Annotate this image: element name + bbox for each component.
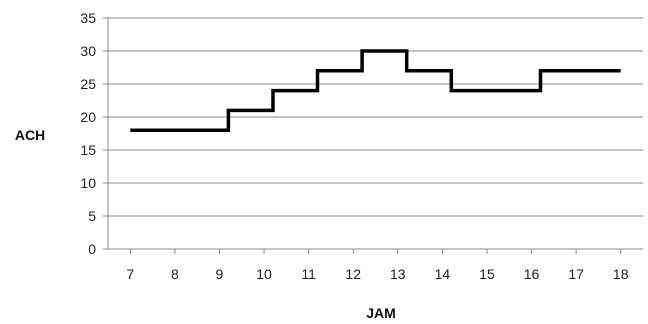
x-axis-title: JAM bbox=[366, 305, 396, 321]
x-tick-label: 16 bbox=[524, 266, 540, 282]
y-tick-label: 20 bbox=[80, 109, 96, 125]
x-tick-label: 14 bbox=[435, 266, 451, 282]
x-tick-label: 15 bbox=[479, 266, 495, 282]
axes bbox=[103, 17, 643, 254]
y-tick-label: 35 bbox=[80, 10, 96, 26]
x-tick-label: 12 bbox=[345, 266, 361, 282]
y-tick-label: 5 bbox=[88, 208, 96, 224]
x-tick-label: 11 bbox=[301, 266, 316, 282]
gridlines bbox=[108, 17, 643, 217]
x-tick-label: 9 bbox=[216, 266, 224, 282]
y-tick-label: 0 bbox=[88, 241, 96, 257]
series-step-line bbox=[130, 49, 621, 132]
x-tick-label: 8 bbox=[171, 266, 179, 282]
y-tick-labels: 0 5 10 15 20 25 30 35 bbox=[80, 10, 96, 257]
x-tick-label: 7 bbox=[126, 266, 134, 282]
y-tick-label: 10 bbox=[80, 175, 96, 191]
y-tick-label: 30 bbox=[80, 43, 96, 59]
series-lines bbox=[130, 49, 621, 132]
y-tick-label: 15 bbox=[80, 142, 96, 158]
x-tick-label: 10 bbox=[256, 266, 272, 282]
y-axis-title: ACH bbox=[15, 127, 45, 143]
x-tick-labels: 7 8 9 10 11 12 13 14 15 16 17 18 bbox=[126, 266, 628, 282]
x-tick-label: 18 bbox=[613, 266, 629, 282]
x-tick-label: 13 bbox=[390, 266, 406, 282]
x-tick-label: 17 bbox=[568, 266, 584, 282]
y-tick-label: 25 bbox=[80, 76, 96, 92]
